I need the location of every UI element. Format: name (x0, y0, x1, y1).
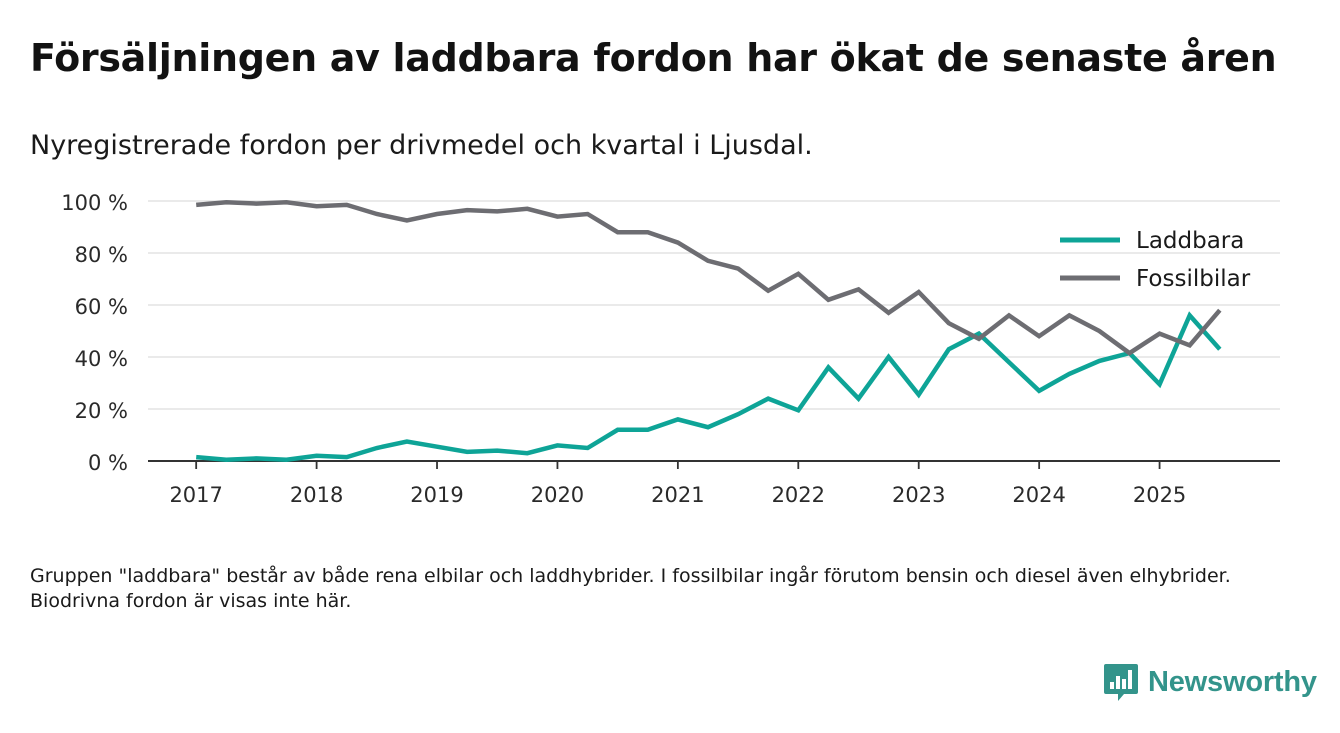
x-tick-label: 2018 (290, 483, 343, 507)
x-tick-label: 2021 (651, 483, 704, 507)
x-tick-label: 2025 (1133, 483, 1186, 507)
y-tick-label: 80 % (75, 243, 128, 267)
x-tick-label: 2024 (1012, 483, 1065, 507)
chart-title: Försäljningen av laddbara fordon har öka… (30, 36, 1277, 80)
x-tick-label: 2017 (169, 483, 222, 507)
x-tick-label: 2019 (410, 483, 463, 507)
y-tick-label: 60 % (75, 295, 128, 319)
legend-label-fossilbilar: Fossilbilar (1136, 266, 1251, 292)
y-tick-label: 100 % (61, 191, 128, 215)
footnote: Gruppen "laddbara" består av både rena e… (30, 565, 1231, 612)
y-tick-label: 40 % (75, 347, 128, 371)
series-line-laddbara (196, 311, 1222, 462)
brand-name: Newsworthy (1148, 665, 1317, 698)
y-tick-label: 20 % (75, 399, 128, 423)
legend-label-laddbara: Laddbara (1136, 228, 1244, 254)
newsworthy-logo-icon (1104, 664, 1138, 701)
line-chart: 0 % 20 % 40 % 60 % 80 % 100 % 2017 2018 2019 2020… (61, 191, 1280, 507)
brand-logo[interactable]: Newsworthy (1102, 660, 1317, 704)
x-tick-label: 2023 (892, 483, 945, 507)
x-tick-label: 2022 (772, 483, 825, 507)
series-line-fossilbilar (196, 200, 1222, 356)
x-tick-label: 2020 (531, 483, 584, 507)
y-tick-label: 0 % (88, 451, 128, 475)
chart-subtitle: Nyregistrerade fordon per drivmedel och … (30, 130, 813, 161)
